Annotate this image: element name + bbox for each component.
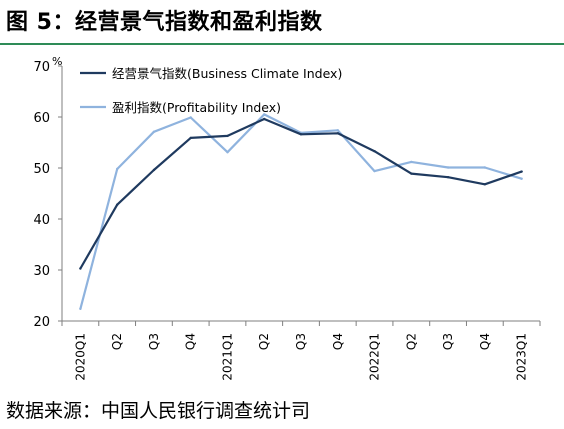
x-tick-label: Q4 bbox=[331, 333, 345, 350]
series-line-0 bbox=[79, 117, 523, 270]
x-tick-label: 2022Q1 bbox=[368, 333, 382, 381]
x-tick-label: 2023Q1 bbox=[515, 333, 529, 381]
series-1-point bbox=[483, 166, 486, 169]
series-line-1 bbox=[79, 113, 523, 310]
series-0-point bbox=[116, 203, 119, 206]
y-tick-label: 40 bbox=[33, 213, 50, 228]
series-0-point bbox=[299, 133, 303, 136]
series-0-point bbox=[336, 132, 339, 135]
y-tick-label: 60 bbox=[33, 111, 50, 126]
series-1-point bbox=[226, 151, 229, 154]
legend: 经营景气指数(Business Climate Index) 盈利指数(Profi… bbox=[80, 66, 342, 115]
x-tick-label: Q4 bbox=[184, 333, 198, 350]
x-tick-label: Q4 bbox=[478, 333, 492, 350]
axes: 20 30 40 50 60 70 % 2020Q1 Q2 Q3 Q4 2021Q1 Q2 Q3 Q4 202… bbox=[33, 55, 541, 381]
series-1-point bbox=[520, 177, 523, 180]
x-tick-label: Q2 bbox=[404, 333, 418, 350]
x-tick-label: Q3 bbox=[294, 333, 308, 350]
series-0-point bbox=[79, 267, 82, 270]
series-lines bbox=[79, 113, 523, 310]
y-axis-label: % bbox=[52, 55, 62, 68]
series-0-point bbox=[410, 172, 413, 175]
series-1-point bbox=[116, 167, 119, 171]
y-tick-label: 50 bbox=[33, 162, 50, 177]
x-tick-label: Q3 bbox=[441, 333, 455, 350]
series-1-point bbox=[189, 116, 192, 119]
series-1-point bbox=[410, 160, 413, 164]
x-tick-label: Q2 bbox=[110, 333, 124, 350]
x-tick-label: 2021Q1 bbox=[220, 333, 234, 381]
x-tick-label: 2020Q1 bbox=[73, 333, 87, 381]
y-tick-label: 70 bbox=[33, 60, 50, 75]
series-1-point bbox=[79, 307, 82, 310]
series-0-point bbox=[373, 150, 376, 153]
series-1-point bbox=[152, 130, 156, 133]
series-0-point bbox=[263, 117, 266, 121]
series-1-point bbox=[373, 169, 376, 173]
legend-label-0: 经营景气指数(Business Climate Index) bbox=[112, 66, 342, 81]
series-1-point bbox=[263, 113, 266, 116]
source-note: 数据来源：中国人民银行调查统计司 bbox=[6, 400, 311, 422]
series-0-point bbox=[520, 170, 523, 173]
series-0-point bbox=[226, 134, 229, 138]
series-0-point bbox=[189, 136, 192, 140]
series-0-point bbox=[152, 168, 156, 172]
series-0-point bbox=[446, 176, 450, 179]
series-1-point bbox=[446, 166, 450, 169]
y-tick-label: 30 bbox=[33, 264, 50, 279]
legend-label-1: 盈利指数(Profitability Index) bbox=[112, 100, 281, 115]
x-tick-label: Q3 bbox=[147, 333, 161, 350]
series-0-point bbox=[483, 183, 486, 186]
line-chart: 20 30 40 50 60 70 % 2020Q1 Q2 Q3 Q4 2021Q1 Q2 Q3 Q4 202… bbox=[33, 55, 541, 381]
y-tick-label: 20 bbox=[33, 315, 50, 330]
title-divider bbox=[0, 43, 564, 45]
figure-title: 图 5：经营景气指数和盈利指数 bbox=[6, 10, 323, 35]
series-1-point bbox=[336, 129, 339, 132]
x-tick-label: Q2 bbox=[257, 333, 271, 350]
